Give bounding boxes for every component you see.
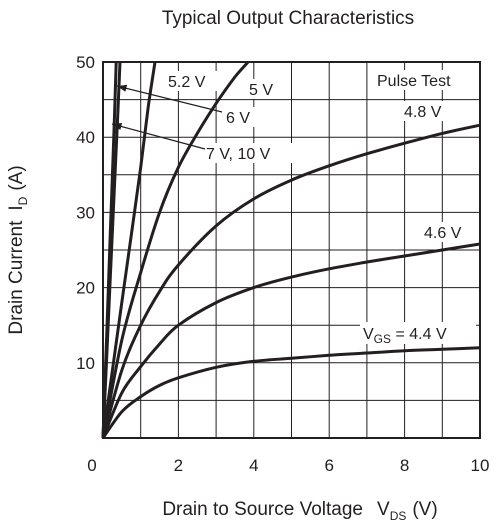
x-tick-label: 8 (400, 456, 409, 475)
x-axis-label: Drain to Source Voltage VDS (V) (162, 499, 437, 523)
series-curve-6 (101, 61, 118, 439)
vgs52-label-bg (164, 71, 220, 91)
grid (103, 62, 480, 438)
y-tick-label: 30 (76, 203, 95, 222)
vgs48-label-bg (400, 101, 456, 121)
curve-label-5: 5 V (249, 82, 273, 99)
leader-arrow-6v (116, 84, 223, 113)
series-curve-3 (101, 61, 250, 439)
plot-frame (102, 61, 481, 439)
curve-label-4-8: 4.8 V (404, 104, 442, 121)
x-tick-label: 0 (87, 456, 96, 475)
series-curve-1 (101, 242, 481, 439)
pulse-test-annotation: Pulse Test (377, 73, 451, 90)
y-tick-label: 50 (76, 53, 95, 72)
series-curve-0 (101, 346, 481, 439)
y-tick-label: 20 (76, 279, 95, 298)
x-tick-label: 2 (174, 456, 183, 475)
y-tick-label: 40 (76, 128, 95, 147)
x-tick-label: 6 (324, 456, 333, 475)
vgs46-label-bg (420, 222, 476, 242)
y-axis-label: Drain CurrentID(A) (6, 165, 30, 334)
vgs7-10-label-bg (203, 143, 295, 163)
series-curve-4 (101, 61, 157, 439)
chart-title: Typical Output Characteristics (162, 8, 414, 29)
curve-label-6: 6 V (226, 110, 250, 127)
series-group (101, 61, 481, 439)
pulse-test-bg (372, 70, 475, 90)
curve-label-5-2: 5.2 V (168, 74, 206, 91)
curve-label-4-6: 4.6 V (424, 225, 462, 242)
series-curve-2 (101, 123, 481, 439)
tick-labels: 0 2 4 6 8 10 10 20 30 40 50 (76, 53, 489, 475)
leader-arrow-7v-10v (111, 123, 206, 150)
y-tick-label: 10 (76, 354, 95, 373)
x-tick-label: 4 (249, 456, 258, 475)
vgs6-label-bg (222, 107, 262, 127)
curve-label-4-4: VGS = 4.4 V (363, 326, 447, 346)
vgs5-label-bg (245, 79, 285, 99)
curve-labels: VGS = 4.4 V 4.6 V 4.8 V 5 V 5.2 V 6 V 7 … (164, 70, 476, 346)
vgs44-label-bg (360, 322, 476, 344)
x-tick-label: 10 (471, 456, 490, 475)
curve-label-7-10: 7 V, 10 V (206, 146, 271, 163)
